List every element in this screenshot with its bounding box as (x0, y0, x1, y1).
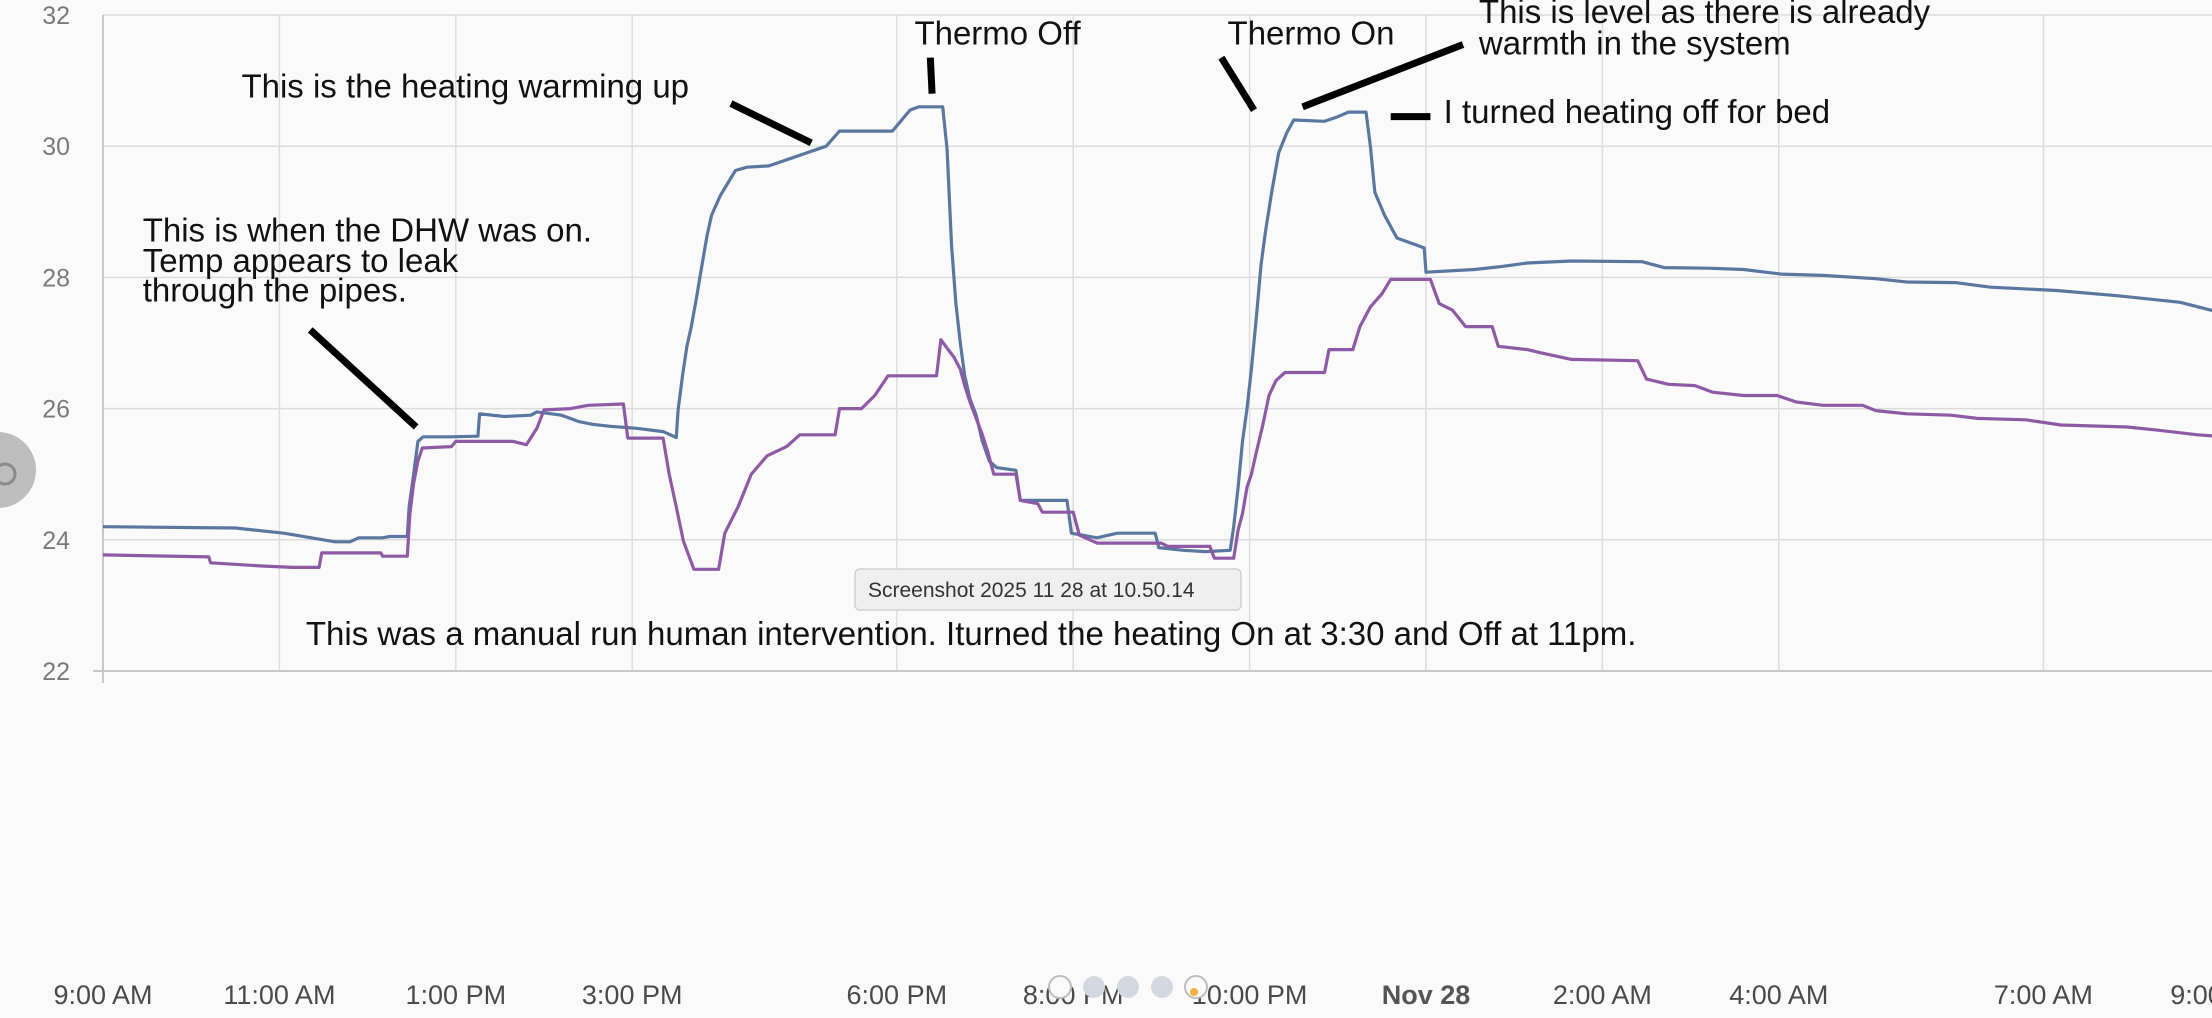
tooltip-text: Screenshot 2025 11 28 at 10.50.14 (868, 579, 1195, 602)
rotate-icon (0, 462, 17, 486)
annotations: Thermo Off Thermo On This is level as ther… (143, 0, 1931, 652)
x-tick-label: 7:00 AM (1994, 980, 2093, 1010)
annotation-text: Thermo On (1228, 15, 1395, 52)
x-tick-label: 9:00 AM (2170, 980, 2212, 1010)
x-tick-label: Nov 28 (1382, 980, 1471, 1010)
side-nav-button[interactable] (0, 432, 36, 508)
page-dot[interactable] (1117, 976, 1139, 998)
x-tick-label: 2:00 AM (1553, 980, 1652, 1010)
annotation-pointer-line (1301, 41, 1465, 111)
annotation-pointer-line (1218, 55, 1257, 112)
x-tick-label: 4:00 AM (1729, 980, 1828, 1010)
annotation-text: This is when the DHW was on. (143, 211, 592, 248)
annotation-text: This is the heating warming up (241, 68, 689, 105)
series-line-2 (102, 277, 2212, 571)
screenshot-tooltip: Screenshot 2025 11 28 at 10.50.14 (854, 568, 1242, 611)
annotation-pointers (307, 41, 1465, 430)
series-group (102, 105, 2212, 571)
y-tick-label: 30 (42, 133, 70, 161)
page-dots[interactable] (1048, 975, 1208, 999)
tooltip-box (854, 568, 1242, 611)
annotation-text: This was a manual run human intervention… (306, 615, 1637, 652)
x-tick-label: 10:00 PM (1192, 980, 1308, 1010)
x-tick-label: 8:00 PM (1023, 980, 1124, 1010)
grid (93, 14, 2212, 683)
annotation-pointer-line (926, 57, 936, 94)
x-tick-label: 1:00 PM (406, 980, 507, 1010)
y-tick-label: 32 (42, 2, 70, 30)
annotation-pointer-line (729, 100, 813, 147)
x-tick-label: 6:00 PM (847, 980, 948, 1010)
page-dot[interactable] (1083, 976, 1105, 998)
x-tick-label: 11:00 AM (223, 980, 335, 1010)
page-dot-active (1190, 988, 1198, 996)
y-axis-ticks: 22 24 26 28 30 32 (42, 2, 70, 686)
x-tick-label: 9:00 AM (53, 980, 152, 1010)
page-dot[interactable] (1048, 975, 1072, 999)
page-dot[interactable] (1151, 976, 1173, 998)
y-tick-label: 28 (42, 264, 70, 292)
annotation-text: This is level as there is already (1479, 0, 1931, 30)
x-tick-label: 3:00 PM (582, 980, 683, 1010)
x-axis-ticks: 9:00 AM 11:00 AM 1:00 PM 3:00 PM 6:00 PM 8:00… (53, 980, 2212, 1010)
y-tick-label: 24 (42, 527, 70, 555)
y-tick-label: 26 (42, 396, 70, 424)
series-line-1 (102, 105, 2212, 554)
annotation-text: through the pipes. (143, 272, 407, 309)
annotation-text: warmth in the system (1478, 24, 1791, 61)
annotation-text: I turned heating off for bed (1444, 93, 1831, 130)
y-tick-label: 22 (42, 658, 70, 686)
annotation-text: Thermo Off (914, 15, 1081, 52)
annotation-pointer-line (307, 327, 419, 430)
annotation-text: Temp appears to leak (143, 242, 459, 279)
